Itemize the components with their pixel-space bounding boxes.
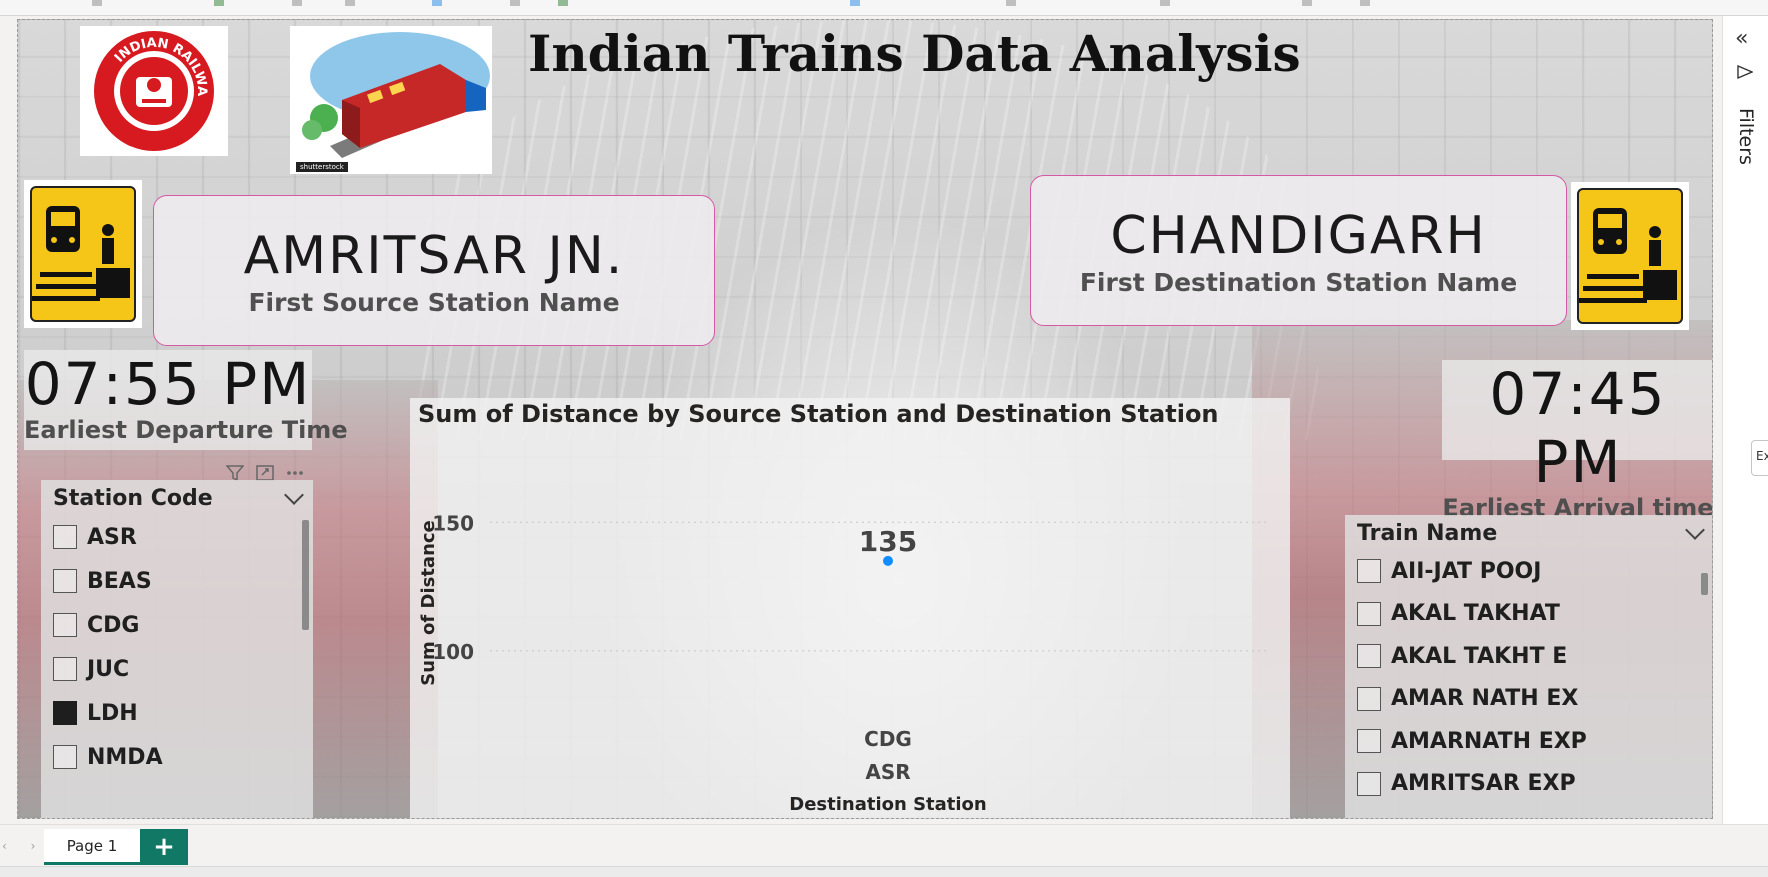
source-station-label: First Source Station Name [248,288,620,317]
slicer-item[interactable]: AII-JAT POOJ [1345,550,1712,593]
page-title: Indian Trains Data Analysis [528,24,1301,83]
first-source-station-card[interactable]: AMRITSAR JN. First Source Station Name [153,195,715,346]
checkbox[interactable] [1357,559,1381,584]
tab-scroll-arrows-icon[interactable]: ‹ › [2,839,46,853]
funnel-icon[interactable] [1737,64,1754,85]
first-destination-station-card[interactable]: CHANDIGARH First Destination Station Nam… [1030,175,1567,326]
destination-station-value: CHANDIGARH [1110,206,1487,266]
slicer-item-label: CDG [87,612,140,638]
checkbox-checked[interactable] [53,701,77,725]
checkbox[interactable] [1357,644,1381,669]
checkbox[interactable] [1357,601,1381,626]
checkbox[interactable] [53,569,77,593]
slicer-item-label: AII-JAT POOJ [1391,558,1542,584]
export-tab[interactable]: Ex [1751,440,1768,476]
filters-pane: « Filters Ex [1722,16,1768,824]
add-page-button[interactable]: + [140,829,188,865]
slicer-item-label: ASR [87,524,137,550]
destination-station-label: First Destination Station Name [1079,268,1518,297]
data-label: 135 [859,525,917,558]
image-credit: shutterstock [296,162,348,172]
chart-title: Sum of Distance by Source Station and De… [418,400,1219,428]
slicer-item[interactable]: CDG [41,603,313,647]
more-options-icon[interactable] [283,462,307,484]
train-station-sign-icon [1571,182,1689,330]
slicer-item[interactable]: AKAL TAKHT E [1345,635,1712,678]
slicer-item-label: NMDA [87,744,163,770]
slicer-item[interactable]: NMDA [41,735,313,779]
report-canvas: INDIAN RAILWAYS shutterstock Indian Trai… [17,19,1713,819]
indian-railways-logo: INDIAN RAILWAYS [80,26,228,156]
slicer-item[interactable]: BEAS [41,559,313,603]
slicer-scrollbar[interactable] [302,520,309,630]
slicer-item-label: AMAR NATH EX [1391,686,1579,712]
arrival-time-value: 07:45 PM [1489,360,1667,496]
earliest-departure-card[interactable]: 07:55 PM Earliest Departure Time [24,350,348,450]
collapse-pane-icon[interactable]: « [1735,26,1749,51]
chevron-down-icon[interactable] [1685,519,1705,540]
slicer-header[interactable]: Station Code [41,480,313,515]
train-image: shutterstock [290,26,492,174]
slicer-item[interactable]: LDH [41,691,313,735]
slicer-item-label: JUC [87,656,130,682]
checkbox[interactable] [53,657,77,681]
checkbox[interactable] [53,745,77,769]
slicer-header[interactable]: Train Name [1345,515,1712,550]
data-point [883,555,893,566]
slicer-item-label: AKAL TAKHT E [1391,643,1568,669]
train-name-slicer[interactable]: Train Name AII-JAT POOJ AKAL TAKHAT AKAL… [1345,515,1712,818]
x-axis-title: Destination Station [789,794,987,815]
slicer-item[interactable]: AKAL TAKHAT [1345,593,1712,636]
checkbox[interactable] [1357,686,1381,711]
ribbon-strip [0,0,1768,16]
slicer-title: Train Name [1357,521,1498,546]
status-bar [0,866,1768,877]
x-tick-label: ASR [865,760,910,784]
slicer-item[interactable]: AMARNATH EXP [1345,720,1712,763]
checkbox[interactable] [1357,771,1381,796]
checkbox[interactable] [53,525,77,549]
station-code-slicer[interactable]: Station Code ASR BEAS CDG JUC LDH NMDA [41,480,313,818]
slicer-item-label: AMRITSAR EXP [1391,771,1576,797]
distance-scatter-chart[interactable]: Sum of Distance by Source Station and De… [410,398,1290,818]
checkbox[interactable] [53,613,77,637]
slicer-item-label: AKAL TAKHAT [1391,601,1560,627]
y-tick-label: 150 [432,511,474,535]
source-station-value: AMRITSAR JN. [243,226,625,286]
slicer-item-label: AMARNATH EXP [1391,728,1587,754]
y-axis-title: Sum of Distance [418,520,439,686]
slicer-item-label: BEAS [87,568,152,594]
slicer-title: Station Code [53,486,213,511]
departure-time-value: 07:55 PM [24,350,312,418]
departure-time-label: Earliest Departure Time [24,416,348,444]
slicer-scrollbar[interactable] [1701,573,1708,595]
x-tick-label: CDG [864,727,912,751]
tab-page-1[interactable]: Page 1 [44,829,140,865]
slicer-item[interactable]: AMAR NATH EX [1345,678,1712,721]
slicer-item[interactable]: AMRITSAR EXP [1345,763,1712,806]
filters-pane-label[interactable]: Filters [1735,108,1757,165]
page-tab-bar: ‹ › Page 1 + [0,824,1768,866]
train-station-sign-icon [24,180,142,328]
y-tick-label: 100 [432,640,474,664]
slicer-item-label: LDH [87,700,138,726]
slicer-item[interactable]: JUC [41,647,313,691]
slicer-item[interactable]: ASR [41,515,313,559]
earliest-arrival-card[interactable]: 07:45 PM Earliest Arrival time [1442,360,1712,522]
chevron-down-icon[interactable] [284,484,304,505]
checkbox[interactable] [1357,729,1381,754]
